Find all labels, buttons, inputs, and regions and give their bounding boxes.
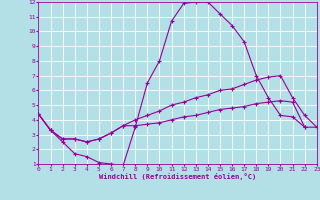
X-axis label: Windchill (Refroidissement éolien,°C): Windchill (Refroidissement éolien,°C) bbox=[99, 173, 256, 180]
